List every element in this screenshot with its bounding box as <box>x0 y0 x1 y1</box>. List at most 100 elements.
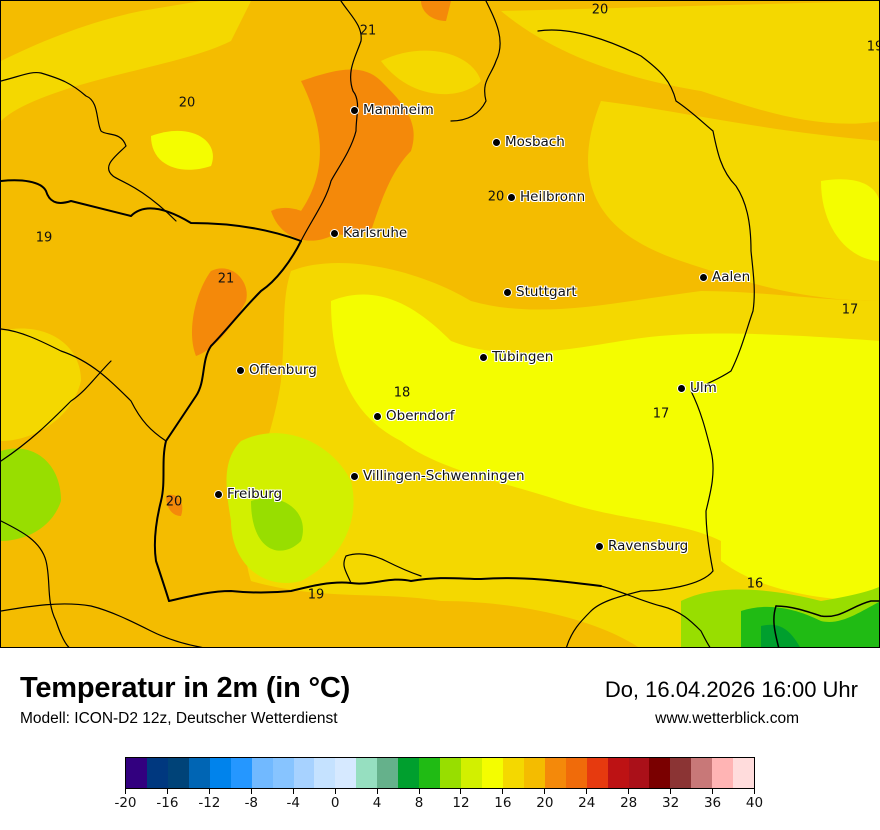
colorbar-segment <box>544 758 566 788</box>
tick-mark <box>544 789 546 794</box>
city-dot-icon <box>350 471 359 481</box>
colorbar-segment <box>272 758 294 788</box>
colorbar-segment <box>712 758 734 788</box>
colorbar-segment <box>523 758 545 788</box>
city-name: Tübingen <box>492 349 554 365</box>
tick-label: 28 <box>620 795 638 811</box>
colorbar-segment <box>146 758 168 788</box>
value-label: 20 <box>487 189 505 205</box>
tick-mark <box>334 789 336 794</box>
value-label: 17 <box>841 302 859 318</box>
colorbar-segment <box>126 758 147 788</box>
city-marker-tuebingen: Tübingen <box>479 349 553 365</box>
city-dot-icon <box>214 489 223 499</box>
colorbar-segment <box>565 758 587 788</box>
city-name: Freiburg <box>227 486 283 502</box>
value-label: 16 <box>746 576 764 592</box>
colorbar-segment <box>628 758 650 788</box>
value-label: 19 <box>307 587 325 603</box>
website-link[interactable]: www.wetterblick.com <box>655 710 799 727</box>
colorbar-segment <box>419 758 441 788</box>
colorbar-segment <box>691 758 713 788</box>
city-name: Karlsruhe <box>343 225 408 241</box>
tick-mark <box>292 789 294 794</box>
colorbar-segment <box>335 758 357 788</box>
city-name: Ravensburg <box>608 538 689 554</box>
value-label: 18 <box>393 385 411 401</box>
value-label: 20 <box>591 2 609 18</box>
tick-label: 4 <box>372 795 382 811</box>
city-dot-icon <box>507 192 516 202</box>
colorbar-ticks: -20 -16 -12 -8 -4 0 4 8 12 16 20 24 28 32 36 40 <box>114 789 763 819</box>
colorbar-segment <box>733 758 755 788</box>
value-label: 17 <box>652 406 670 422</box>
city-dot-icon <box>236 365 245 375</box>
tick-label: -16 <box>156 795 179 811</box>
tick-label: -20 <box>114 795 137 811</box>
colorbar-segment <box>377 758 399 788</box>
city-marker-mannheim: Mannheim <box>350 102 434 118</box>
tick-mark <box>376 789 378 794</box>
value-label: 21 <box>359 23 377 39</box>
tick-label: -4 <box>286 795 300 811</box>
temperature-colorbar <box>125 757 755 789</box>
tick-label: 20 <box>536 795 554 811</box>
city-marker-heilbronn: Heilbronn <box>507 189 585 205</box>
colorbar-segment <box>502 758 524 788</box>
tick-mark <box>670 789 672 794</box>
city-dot-icon <box>595 541 604 551</box>
tick-mark <box>460 789 462 794</box>
city-dot-icon <box>699 272 708 282</box>
value-label: 19 <box>866 39 879 55</box>
city-dot-icon <box>503 287 512 297</box>
colorbar-segment <box>251 758 273 788</box>
value-label: 20 <box>178 95 196 111</box>
city-name: Heilbronn <box>520 189 586 205</box>
tick-mark <box>250 789 252 794</box>
tick-label: 0 <box>330 795 340 811</box>
colorbar-segment <box>649 758 671 788</box>
colorbar-segment <box>586 758 608 788</box>
city-dot-icon <box>492 137 501 147</box>
tick-mark <box>502 789 504 794</box>
colorbar-segment <box>440 758 461 788</box>
tick-mark <box>418 789 420 794</box>
colorbar-segment <box>167 758 189 788</box>
colorbar-segment <box>670 758 692 788</box>
colorbar-segment <box>461 758 482 788</box>
tick-label: -8 <box>244 795 259 811</box>
tick-mark <box>208 789 210 794</box>
forecast-datetime: Do, 16.04.2026 16:00 Uhr <box>604 677 858 702</box>
tick-mark <box>125 789 126 794</box>
temperature-map: 21 20 19 20 20 19 21 17 18 17 20 16 19 M… <box>0 0 880 648</box>
map-title: Temperatur in 2m (in °C) <box>20 672 351 704</box>
colorbar-segment <box>607 758 629 788</box>
city-dot-icon <box>677 383 686 393</box>
tick-label: 40 <box>745 795 764 811</box>
city-name: Mannheim <box>363 102 434 118</box>
colorbar-segment <box>293 758 315 788</box>
tick-label: 24 <box>578 795 596 811</box>
city-marker-villingen-schwenningen: Villingen-Schwenningen <box>350 468 525 484</box>
city-name: Aalen <box>712 269 751 285</box>
city-dot-icon <box>350 105 359 115</box>
city-name: Ulm <box>690 380 717 396</box>
city-dot-icon <box>479 352 488 362</box>
value-label: 19 <box>35 230 53 246</box>
city-dot-icon <box>373 411 382 421</box>
city-marker-karlsruhe: Karlsruhe <box>330 225 407 241</box>
city-name: Mosbach <box>505 134 565 150</box>
city-marker-freiburg: Freiburg <box>214 486 282 502</box>
colorbar-segment <box>314 758 336 788</box>
tick-label: -12 <box>198 795 221 811</box>
tick-label: 12 <box>452 795 470 811</box>
city-marker-oberndorf: Oberndorf <box>373 408 455 424</box>
city-name: Oberndorf <box>386 408 455 424</box>
value-label: 20 <box>165 494 183 510</box>
tick-label: 32 <box>662 795 680 811</box>
city-marker-offenburg: Offenburg <box>236 362 317 378</box>
colorbar-segment <box>398 758 420 788</box>
city-marker-ulm: Ulm <box>677 380 717 396</box>
tick-mark <box>712 789 714 794</box>
tick-mark <box>628 789 630 794</box>
